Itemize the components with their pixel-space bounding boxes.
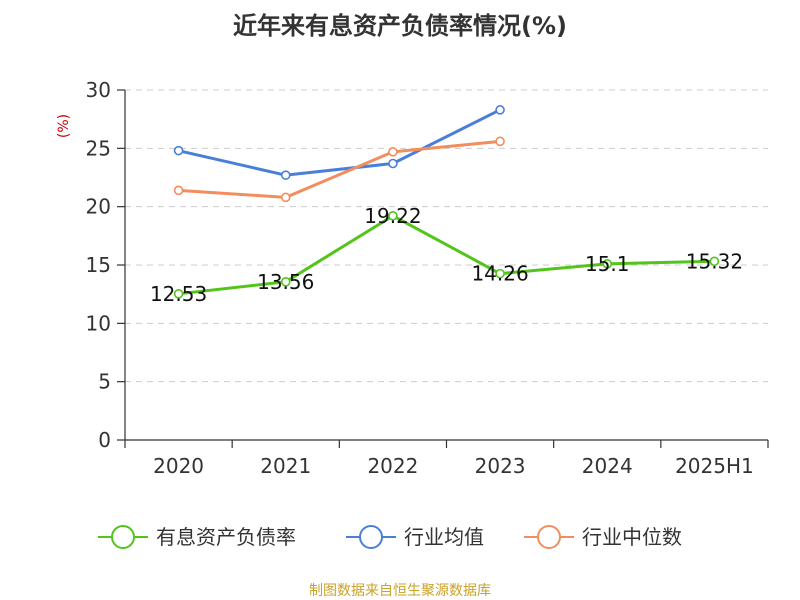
legend-label: 有息资产负债率: [156, 525, 296, 549]
data-point: [495, 105, 505, 115]
legend: 有息资产负债率 行业均值 行业中位数: [98, 525, 682, 549]
x-tick-label: 2020: [153, 454, 204, 478]
legend-marker: [537, 525, 561, 549]
data-point: [173, 289, 184, 299]
y-tick-label: 0: [98, 428, 111, 452]
x-tick-label: 2022: [367, 454, 418, 478]
y-axis-unit: (%): [56, 114, 72, 138]
series-line: [178, 214, 715, 296]
data-point: [173, 185, 184, 196]
legend-marker: [359, 525, 383, 549]
data-point: [709, 256, 720, 267]
x-tick-label: 2023: [475, 454, 526, 478]
data-label: 14.26: [471, 262, 528, 286]
data-label: 12.53: [150, 282, 207, 306]
y-tick-label: 5: [98, 370, 111, 394]
data-point: [388, 147, 398, 157]
y-tick-label: 25: [86, 136, 111, 160]
x-tick-label: 2024: [582, 454, 633, 478]
y-tick-label: 20: [86, 195, 111, 219]
data-label: 19.22: [364, 204, 421, 228]
data-point: [280, 170, 291, 180]
data-point: [388, 210, 398, 221]
data-point: [495, 268, 505, 279]
axes: 0 5 10 15 20 25 30 2020 2021 2022 2023 2024 2025H1: [86, 78, 769, 478]
data-label: 15.32: [686, 249, 743, 273]
data-point: [280, 276, 291, 287]
source-note: 制图数据来自恒生聚源数据库: [309, 583, 491, 599]
legend-marker: [111, 525, 135, 549]
legend-label: 行业均值: [404, 525, 484, 549]
grid-lines: [125, 89, 768, 383]
data-point: [495, 136, 505, 147]
data-point: [388, 158, 398, 169]
data-label: 13.56: [257, 270, 314, 294]
series-layer: [173, 105, 720, 299]
series-line: [178, 139, 501, 199]
y-tick-label: 15: [86, 253, 111, 277]
series-line: [178, 108, 501, 177]
data-point: [602, 259, 613, 269]
x-tick-label: 2021: [260, 454, 311, 478]
data-point: [280, 192, 291, 203]
data-label: 15.1: [585, 252, 630, 276]
chart-title: 近年来有息资产负债率情况(%): [233, 12, 567, 40]
data-labels: 12.53 13.56 19.22 14.26 15.1 15.32: [150, 204, 743, 306]
data-point: [173, 145, 184, 156]
y-tick-label: 30: [86, 78, 111, 102]
legend-label: 行业中位数: [582, 525, 682, 549]
x-tick-label: 2025H1: [675, 454, 754, 478]
y-tick-label: 10: [86, 311, 111, 335]
